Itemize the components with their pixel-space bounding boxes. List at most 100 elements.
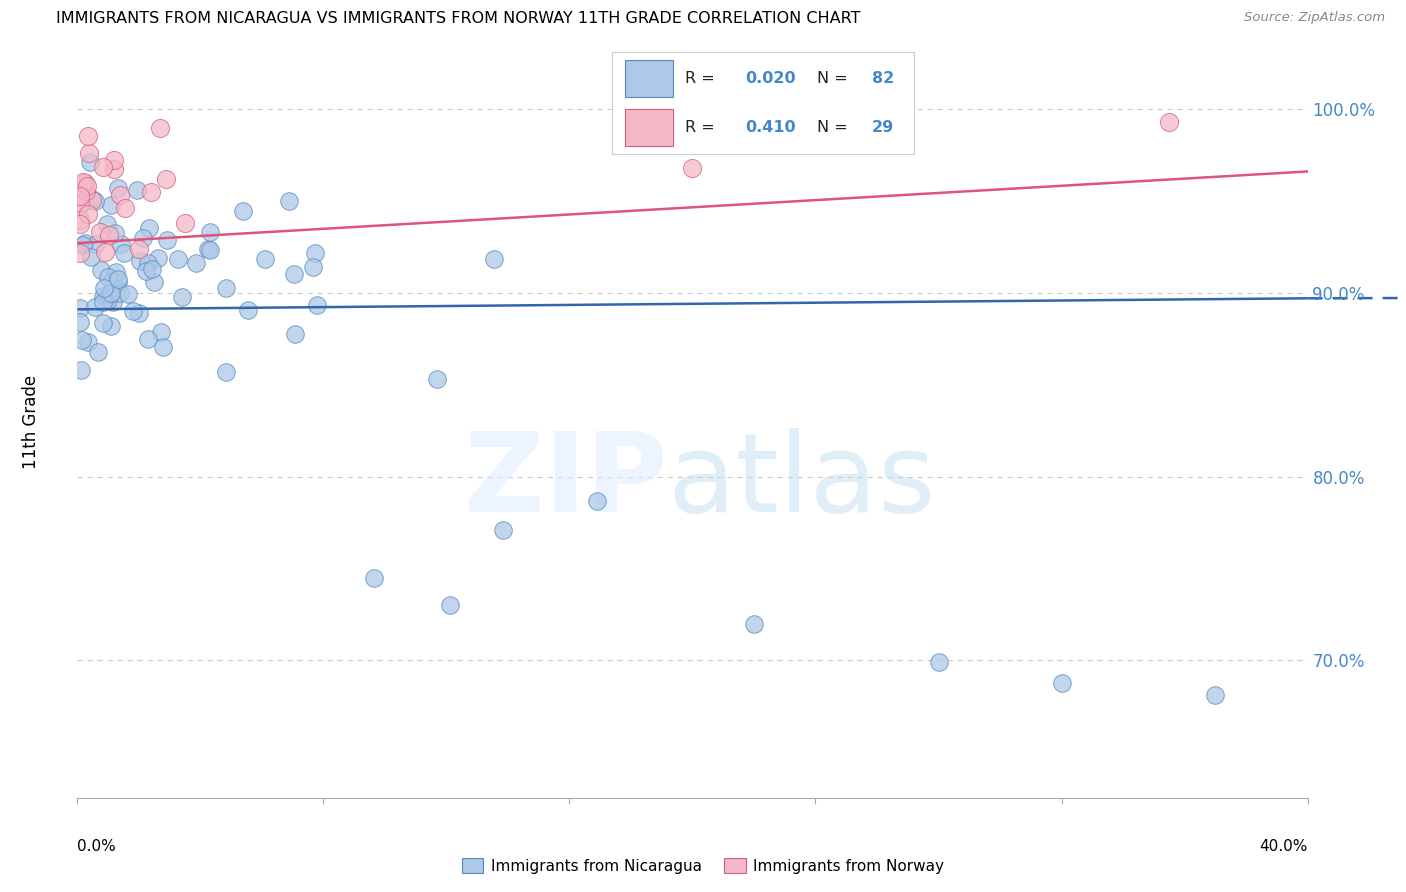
Text: 40.0%: 40.0% (1260, 838, 1308, 854)
Point (149, 120, 172, 135)
Point (277, 194, 299, 208)
Point (76, 129, 98, 144)
Point (215, 365, 238, 379)
Point (284, 326, 307, 341)
Point (70, 362, 93, 376)
Point (75, 184, 97, 198)
Point (1204, 689, 1226, 703)
Point (70, 333, 93, 347)
Text: Source: ZipAtlas.com: Source: ZipAtlas.com (1244, 11, 1385, 24)
Point (82, 193, 104, 207)
Point (91, 161, 114, 175)
Point (148, 251, 170, 265)
Point (79, 154, 101, 169)
Point (174, 216, 197, 230)
Point (141, 261, 163, 276)
Point (167, 252, 190, 266)
Text: 0.0%: 0.0% (77, 838, 117, 854)
Point (132, 231, 155, 245)
Point (129, 254, 152, 268)
Point (77, 145, 100, 160)
Point (69, 197, 91, 211)
Point (128, 242, 150, 256)
Point (1159, 115, 1181, 129)
Point (184, 256, 207, 270)
Point (69, 188, 91, 202)
Point (97, 293, 120, 308)
Point (143, 275, 166, 289)
Point (198, 243, 221, 257)
Point (172, 290, 194, 304)
Point (76, 178, 98, 193)
Point (1050, 675, 1073, 690)
Point (72, 238, 94, 252)
Point (91, 316, 114, 330)
Point (89, 225, 111, 239)
Point (100, 285, 122, 300)
Point (94, 245, 117, 260)
Point (70, 197, 93, 211)
Point (73, 181, 96, 195)
Point (72, 175, 94, 189)
Point (114, 201, 136, 215)
Point (304, 246, 326, 260)
Point (200, 225, 222, 239)
Point (69, 315, 91, 329)
Point (101, 274, 124, 288)
Point (77, 207, 100, 221)
Point (103, 153, 125, 167)
Point (97, 227, 120, 242)
Point (103, 295, 125, 310)
Point (439, 599, 461, 613)
Point (138, 221, 160, 235)
Point (100, 318, 122, 333)
Point (83, 194, 105, 208)
Point (283, 267, 305, 281)
Point (426, 371, 449, 385)
Point (69, 301, 91, 316)
Point (107, 181, 129, 195)
Point (155, 172, 177, 186)
Point (150, 325, 173, 339)
Point (122, 304, 145, 318)
Point (152, 340, 174, 354)
Point (125, 183, 148, 197)
Point (107, 275, 129, 289)
Text: IMMIGRANTS FROM NICARAGUA VS IMMIGRANTS FROM NORWAY 11TH GRADE CORRELATION CHART: IMMIGRANTS FROM NICARAGUA VS IMMIGRANTS … (56, 11, 860, 26)
Point (93, 281, 115, 295)
Legend: Immigrants from Nicaragua, Immigrants from Norway: Immigrants from Nicaragua, Immigrants fr… (456, 852, 950, 880)
Point (87, 345, 110, 359)
Point (77, 334, 100, 349)
Point (108, 285, 131, 300)
Point (90, 263, 112, 277)
Point (69, 246, 91, 260)
Point (363, 571, 385, 585)
Point (305, 298, 328, 312)
Point (110, 236, 132, 251)
Point (97, 269, 120, 284)
Point (80, 192, 103, 206)
Point (742, 616, 765, 631)
Point (138, 332, 160, 346)
Point (103, 161, 125, 176)
Text: atlas: atlas (668, 428, 936, 535)
Point (484, 252, 506, 266)
Point (107, 271, 129, 285)
Point (79, 250, 101, 264)
Point (104, 282, 127, 296)
Point (302, 260, 325, 275)
Point (100, 197, 122, 211)
Point (139, 185, 162, 199)
Point (682, 161, 704, 175)
Text: 11th Grade: 11th Grade (21, 375, 39, 468)
Point (96, 217, 118, 231)
Point (492, 523, 515, 537)
Point (104, 227, 127, 241)
Point (117, 286, 139, 301)
Point (232, 204, 254, 219)
Point (238, 302, 260, 317)
Point (69, 212, 91, 227)
Point (928, 655, 950, 669)
Point (136, 255, 159, 269)
Point (75, 236, 97, 251)
